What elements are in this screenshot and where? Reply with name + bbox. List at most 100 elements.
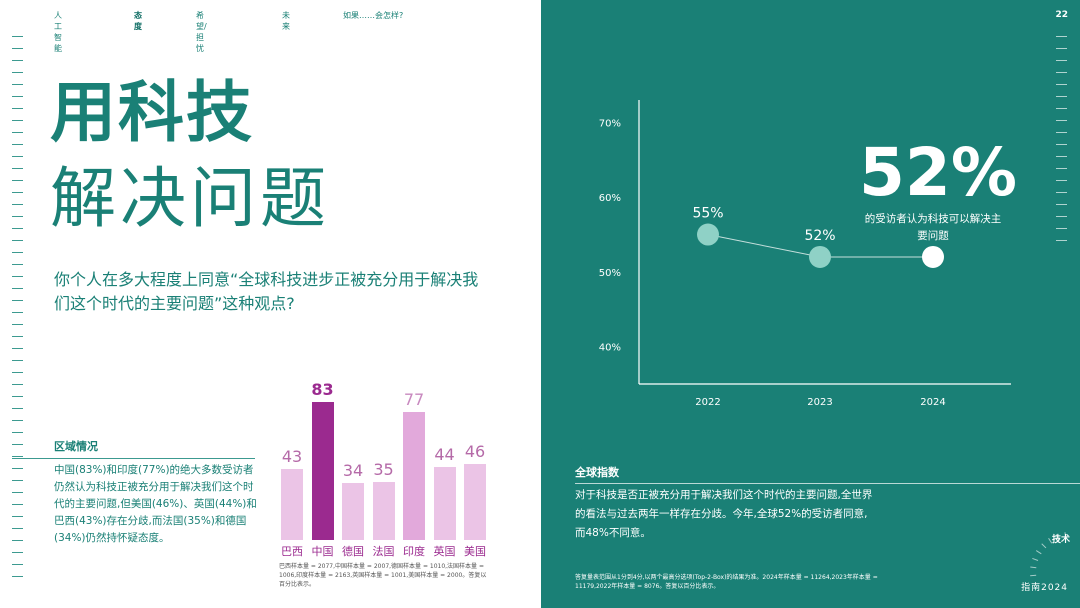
bar-category-label: 英国 [433,545,456,558]
ruler-tick [12,252,23,253]
guide-label: 指南2024 [1021,583,1068,593]
dial-tick [1048,537,1053,544]
bar-category-label: 美国 [464,545,486,558]
ruler-tick [12,60,23,61]
ruler-tick [12,36,23,37]
bar-value-label: 44 [434,444,455,464]
survey-question: 你个人在多大程度上同意“全球科技进步正被充分用于解决我们这个时代的主要问题”这种… [54,270,479,313]
global-note: 答复量表范围从1分到4分,以两个最高分选项(Top-2-Box)的结果为准。20… [575,574,878,590]
ruler-tick [12,288,23,289]
y-tick-label: 70% [599,118,621,129]
left-page: 人工智能 态度 希望/担忧 未来 如果……会怎样? 用科技 解决问题 你个人在多… [12,11,490,588]
ruler-tick [1056,228,1067,229]
ruler-tick [12,96,23,97]
ruler-tick [1056,156,1067,157]
global-heading: 全球指数 [575,466,619,479]
left-ruler [12,36,24,588]
ruler-tick [12,84,23,85]
ruler-tick [12,504,23,505]
ruler-tick [1056,180,1067,181]
bar-chart-note: 巴西样本量 = 2077,中国样本量 = 2007,德国样本量 = 1010,法… [279,563,487,588]
ruler-tick [12,564,23,565]
page-number: 22 [1055,10,1068,20]
dial-tick [1032,557,1039,561]
ruler-tick [1056,48,1067,49]
nav-item-future[interactable]: 未来 [282,11,290,31]
dial-tick [1035,550,1042,555]
ruler-tick [1056,108,1067,109]
ruler-tick [12,156,23,157]
ruler-tick [12,492,23,493]
dial-graphic [1030,532,1067,577]
ruler-tick [12,192,23,193]
right-page: 22 40% 50% 60% 70% 2022 2023 2024 55% 52% 52% 的受… [541,0,1080,608]
ruler-tick [1056,120,1067,121]
data-point [922,245,944,268]
nav-item-ai[interactable]: 人工智能 [54,11,62,53]
dial-tick [1055,534,1059,541]
global-divider [575,483,1080,484]
bar-1 [311,402,334,540]
bar-6 [464,463,486,540]
right-ruler [1056,36,1068,252]
ruler-tick [12,204,23,205]
bar-value-label: 34 [342,461,364,481]
ruler-tick [12,216,23,217]
data-label: 52% [804,228,835,244]
ruler-tick [1056,84,1067,85]
ruler-tick [12,276,23,277]
ruler-tick [12,552,23,553]
headline-caption: 的受访者认为科技可以解决主要问题 [864,213,1002,242]
region-text: 中国(83%)和印度(77%)的绝大多数受访者仍然认为科技正被充分用于解决我们这… [54,464,257,544]
ruler-tick [1056,204,1067,205]
headline-percent: 52% [859,134,1017,211]
ruler-tick [12,72,23,73]
y-tick-label: 40% [599,343,621,354]
ruler-tick [12,576,23,577]
section-tag: 技术 [1052,535,1071,545]
dial-tick [1041,543,1047,549]
ruler-tick [12,180,23,181]
ruler-tick [1056,132,1067,133]
ruler-tick [12,300,23,301]
dial-tick [1030,574,1037,577]
ruler-tick [1056,168,1067,169]
ruler-tick [12,432,23,433]
x-tick-label: 2024 [920,397,945,408]
ruler-tick [12,456,23,457]
bar-category-label: 中国 [311,545,334,558]
nav-item-attitude[interactable]: 态度 [134,11,142,31]
x-tick-label: 2022 [695,397,720,408]
dial-tick [1030,566,1037,569]
bar-category-label: 巴西 [281,545,303,558]
ruler-tick [12,348,23,349]
bar-value-label: 43 [281,446,303,466]
y-tick-label: 50% [599,268,621,279]
bar-category-label: 印度 [403,545,425,558]
ruler-tick [1056,240,1067,241]
country-bar-chart: 43 巴西 83 中国 34 德国 35 法国 77 印度 44 英国 46 美国 [278,380,490,562]
page-title-line1: 用科技 [50,74,254,151]
ruler-tick [12,48,23,49]
ruler-tick [12,360,23,361]
ruler-tick [1056,72,1067,73]
ruler-tick [12,540,23,541]
ruler-tick [12,132,23,133]
bar-value-label: 46 [464,441,486,461]
ruler-tick [1056,60,1067,61]
region-heading: 区域情况 [54,440,98,453]
ruler-tick [1056,36,1067,37]
ruler-tick [12,528,23,529]
data-point [809,245,831,268]
bar-category-label: 法国 [372,545,395,558]
bar-value-label: 35 [373,459,394,479]
nav-item-what-if[interactable]: 如果……会怎样? [343,11,404,20]
ruler-tick [12,516,23,517]
nav-item-hopes-fears[interactable]: 希望/担忧 [196,11,207,53]
ruler-tick [1056,216,1067,217]
ruler-tick [12,264,23,265]
ruler-tick [12,468,23,469]
data-label: 55% [692,206,723,222]
ruler-tick [12,168,23,169]
ruler-tick [12,396,23,397]
